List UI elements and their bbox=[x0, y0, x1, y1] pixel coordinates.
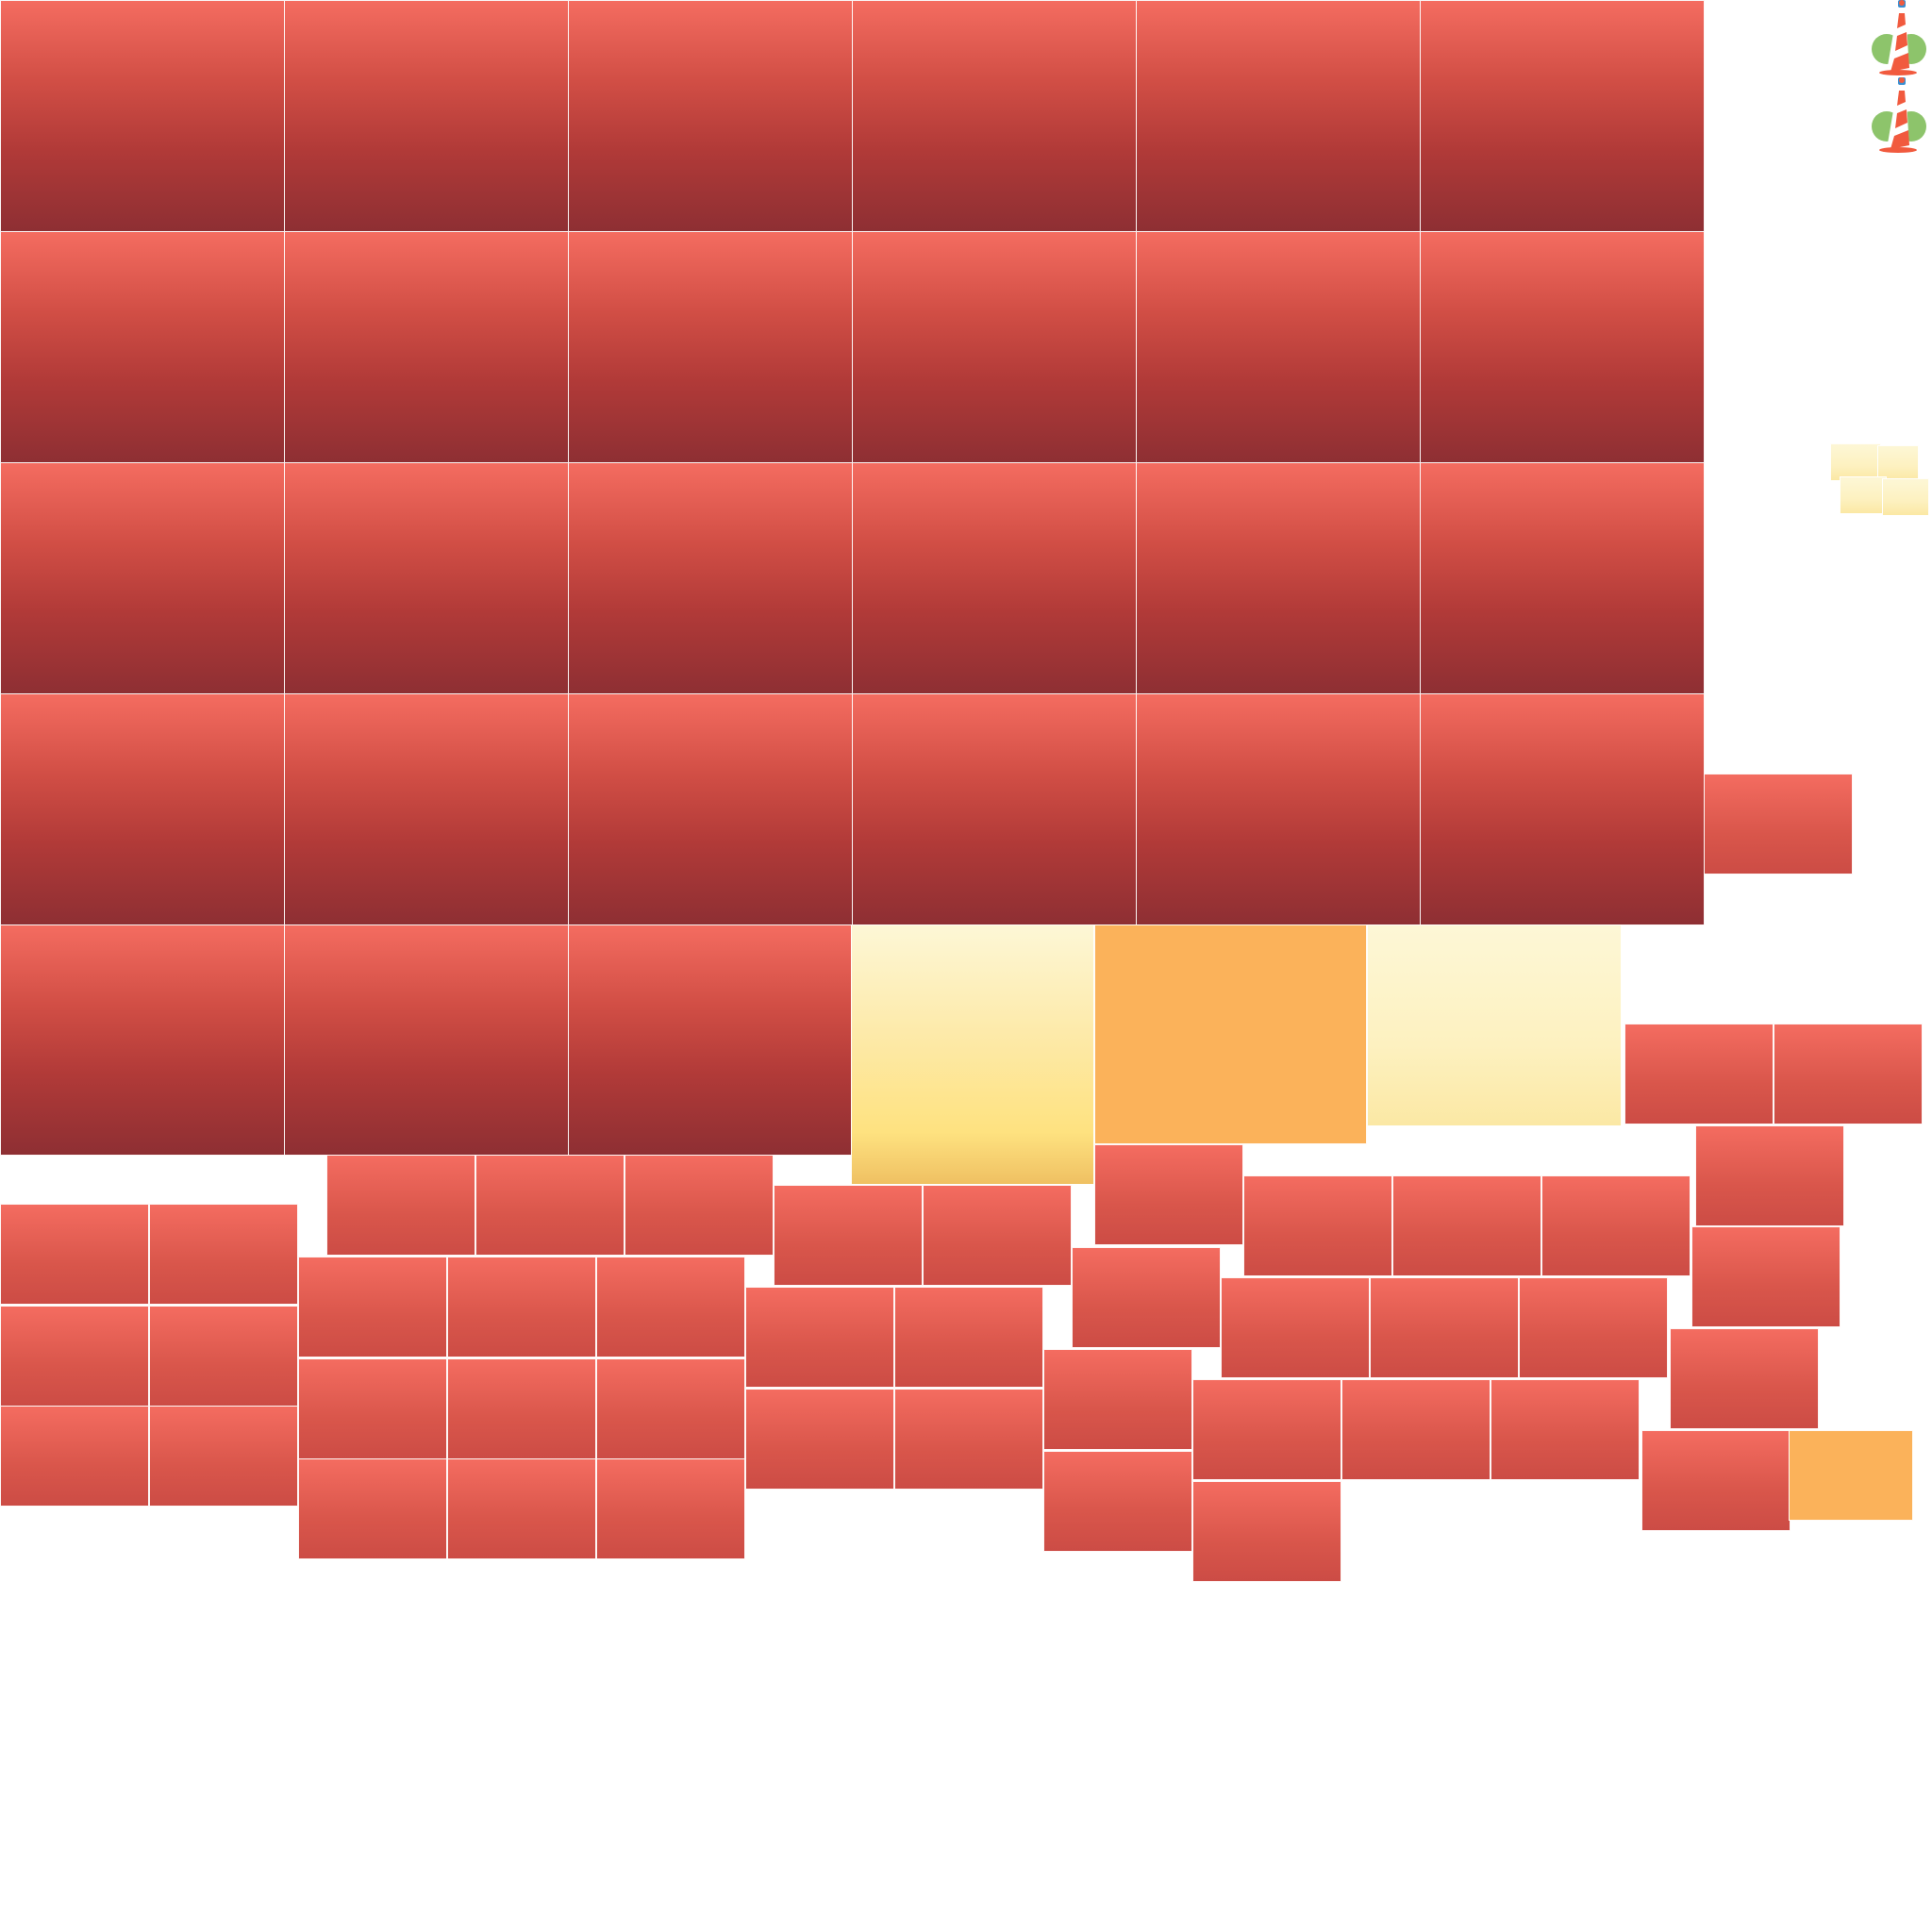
big-red-tile[interactable] bbox=[0, 693, 285, 925]
small-red-tile[interactable] bbox=[1072, 1247, 1221, 1348]
big-red-tile[interactable] bbox=[284, 693, 569, 925]
small-red-tile[interactable] bbox=[596, 1358, 745, 1459]
lighthouse-palm-icon[interactable] bbox=[1870, 77, 1926, 153]
small-red-tile[interactable] bbox=[1704, 774, 1853, 874]
small-red-tile[interactable] bbox=[596, 1257, 745, 1357]
small-red-tile[interactable] bbox=[1243, 1175, 1392, 1276]
small-red-tile[interactable] bbox=[596, 1458, 745, 1559]
big-red-tile[interactable] bbox=[1136, 462, 1421, 694]
small-red-tile[interactable] bbox=[923, 1185, 1072, 1286]
small-red-tile[interactable] bbox=[1695, 1125, 1844, 1226]
yellow-small-tile[interactable] bbox=[1882, 478, 1929, 516]
small-red-tile[interactable] bbox=[745, 1287, 894, 1388]
big-red-tile[interactable] bbox=[1420, 462, 1705, 694]
big-red-tile[interactable] bbox=[0, 924, 285, 1156]
yellow-tile[interactable] bbox=[1367, 924, 1622, 1126]
big-red-tile[interactable] bbox=[1420, 0, 1705, 232]
small-red-tile[interactable] bbox=[298, 1458, 447, 1559]
small-red-tile[interactable] bbox=[1691, 1226, 1840, 1327]
big-red-tile[interactable] bbox=[852, 462, 1137, 694]
small-red-tile[interactable] bbox=[326, 1155, 475, 1256]
big-red-tile[interactable] bbox=[0, 231, 285, 463]
small-red-tile[interactable] bbox=[745, 1389, 894, 1490]
big-red-tile[interactable] bbox=[568, 231, 853, 463]
small-red-tile[interactable] bbox=[1541, 1175, 1690, 1276]
small-red-tile[interactable] bbox=[1043, 1451, 1192, 1552]
small-red-tile[interactable] bbox=[1370, 1277, 1519, 1378]
small-red-tile[interactable] bbox=[0, 1406, 149, 1507]
small-red-tile[interactable] bbox=[1624, 1024, 1774, 1124]
big-red-tile[interactable] bbox=[1136, 693, 1421, 925]
small-red-tile[interactable] bbox=[447, 1458, 596, 1559]
big-red-tile[interactable] bbox=[568, 693, 853, 925]
small-red-tile[interactable] bbox=[625, 1155, 774, 1256]
small-red-tile[interactable] bbox=[149, 1306, 298, 1407]
small-red-tile[interactable] bbox=[1221, 1277, 1370, 1378]
big-red-tile[interactable] bbox=[1136, 231, 1421, 463]
small-red-tile[interactable] bbox=[1670, 1328, 1819, 1429]
yellow-tile[interactable] bbox=[851, 924, 1094, 1185]
small-red-tile[interactable] bbox=[894, 1287, 1043, 1388]
big-red-tile[interactable] bbox=[284, 231, 569, 463]
small-red-tile[interactable] bbox=[1043, 1349, 1192, 1450]
small-red-tile[interactable] bbox=[1192, 1379, 1341, 1480]
yellow-small-tile[interactable] bbox=[1830, 443, 1881, 481]
big-red-tile[interactable] bbox=[852, 693, 1137, 925]
big-red-tile[interactable] bbox=[852, 231, 1137, 463]
small-red-tile[interactable] bbox=[894, 1389, 1043, 1490]
small-red-tile[interactable] bbox=[0, 1204, 149, 1305]
yellow-small-tile[interactable] bbox=[1840, 476, 1887, 514]
small-red-tile[interactable] bbox=[1774, 1024, 1923, 1124]
big-red-tile[interactable] bbox=[1420, 693, 1705, 925]
small-red-tile[interactable] bbox=[149, 1204, 298, 1305]
small-red-tile[interactable] bbox=[298, 1257, 447, 1357]
big-red-tile[interactable] bbox=[1136, 0, 1421, 232]
big-red-tile[interactable] bbox=[284, 462, 569, 694]
small-red-tile[interactable] bbox=[1491, 1379, 1640, 1480]
small-red-tile[interactable] bbox=[774, 1185, 923, 1286]
orange-small-tile[interactable] bbox=[1789, 1430, 1913, 1521]
big-red-tile[interactable] bbox=[1420, 231, 1705, 463]
small-red-tile[interactable] bbox=[298, 1358, 447, 1459]
big-red-tile[interactable] bbox=[568, 0, 853, 232]
big-red-tile[interactable] bbox=[284, 0, 569, 232]
small-red-tile[interactable] bbox=[1341, 1379, 1491, 1480]
small-red-tile[interactable] bbox=[1192, 1481, 1341, 1582]
small-red-tile[interactable] bbox=[1641, 1430, 1790, 1531]
small-red-tile[interactable] bbox=[0, 1306, 149, 1407]
yellow-small-tile[interactable] bbox=[1877, 445, 1919, 481]
lighthouse-palm-icon[interactable] bbox=[1870, 0, 1926, 75]
big-red-tile[interactable] bbox=[568, 462, 853, 694]
big-red-tile[interactable] bbox=[0, 0, 285, 232]
big-red-tile[interactable] bbox=[284, 924, 569, 1156]
orange-tile[interactable] bbox=[1094, 924, 1367, 1144]
small-red-tile[interactable] bbox=[475, 1155, 625, 1256]
small-red-tile[interactable] bbox=[149, 1406, 298, 1507]
big-red-tile[interactable] bbox=[852, 0, 1137, 232]
big-red-tile[interactable] bbox=[568, 924, 853, 1156]
small-red-tile[interactable] bbox=[1519, 1277, 1668, 1378]
small-red-tile[interactable] bbox=[1094, 1144, 1243, 1245]
small-red-tile[interactable] bbox=[447, 1257, 596, 1357]
big-red-tile[interactable] bbox=[0, 462, 285, 694]
small-red-tile[interactable] bbox=[447, 1358, 596, 1459]
small-red-tile[interactable] bbox=[1392, 1175, 1541, 1276]
